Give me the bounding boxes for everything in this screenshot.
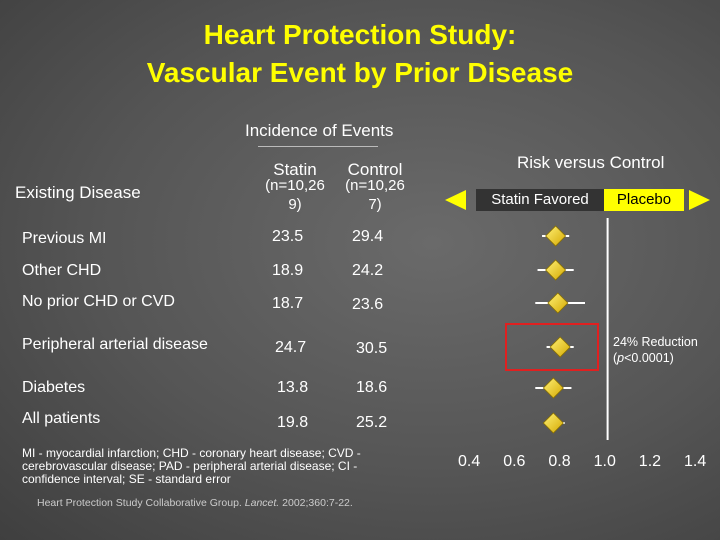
- ratio-marker-row-5: [542, 412, 564, 434]
- citation-pre: Heart Protection Study Collaborative Gro…: [37, 497, 245, 509]
- reduction-note: 24% Reduction (p<0.0001): [613, 334, 698, 366]
- citation-journal: Lancet.: [244, 497, 280, 509]
- reduction-paren: (: [613, 351, 618, 365]
- left-arrow-icon: [445, 190, 466, 210]
- citation-post: 2002;360:7-22.: [279, 497, 353, 509]
- x-tick-label: 0.8: [548, 453, 571, 470]
- statin-value-previous-mi: 23.5: [272, 228, 304, 245]
- statin-n: (n=10,26: [265, 177, 325, 194]
- incidence-underline: [258, 146, 378, 147]
- statin-favored-label: Statin Favored: [491, 191, 589, 208]
- existing-disease-header: Existing Disease: [15, 183, 141, 202]
- footnote: MI - myocardial infarction; CHD - corona…: [22, 446, 361, 486]
- control-header: Control: [347, 160, 403, 179]
- title-line-1: Heart Protection Study:: [203, 19, 517, 50]
- statin-value-pad: 24.7: [275, 339, 307, 356]
- x-tick-label: 1.4: [684, 453, 707, 470]
- statin-value-other-chd: 18.9: [272, 262, 304, 279]
- statin-header: Statin: [273, 160, 317, 179]
- x-tick-label: 0.4: [458, 453, 481, 470]
- row-label-previous-mi: Previous MI: [22, 230, 107, 247]
- reduction-p-italic: p: [617, 351, 625, 365]
- right-arrow-icon: [689, 190, 710, 210]
- citation: Heart Protection Study Collaborative Gro…: [37, 497, 353, 509]
- ratio-marker-row-0: [545, 225, 567, 247]
- ratio-marker-row-2: [547, 292, 569, 314]
- control-value-previous-mi: 29.4: [352, 228, 384, 245]
- control-n: (n=10,26: [345, 177, 405, 194]
- ratio-marker-row-4: [542, 377, 564, 399]
- statin-n-2: 9): [288, 196, 302, 213]
- reduction-line-2: (p<0.0001): [613, 350, 698, 366]
- incidence-header: Incidence of Events: [245, 121, 394, 140]
- row-label-all-patients: All patients: [22, 410, 101, 427]
- control-value-other-chd: 24.2: [352, 262, 384, 279]
- control-value-no-prior-chd: 23.6: [352, 296, 384, 313]
- placebo-box: Placebo: [604, 189, 684, 211]
- ratio-marker-row-3: [549, 336, 571, 358]
- pad-highlight-box: [505, 323, 599, 371]
- row-label-no-prior-chd: No prior CHD or CVD: [22, 293, 175, 310]
- ratio-marker-row-1: [545, 259, 567, 281]
- x-tick-label: 1.2: [638, 453, 662, 470]
- statin-value-all-patients: 19.8: [277, 414, 309, 431]
- statin-value-diabetes: 13.8: [277, 379, 309, 396]
- control-value-diabetes: 18.6: [356, 379, 388, 396]
- control-value-all-patients: 25.2: [356, 414, 388, 431]
- risk-header: Risk versus Control: [517, 153, 665, 172]
- title-line-2: Vascular Event by Prior Disease: [146, 57, 574, 88]
- row-label-other-chd: Other CHD: [22, 262, 102, 279]
- statin-value-no-prior-chd: 18.7: [272, 295, 304, 312]
- x-tick-label: 0.6: [503, 453, 526, 470]
- row-label-diabetes: Diabetes: [22, 379, 86, 396]
- reduction-p-rest: <0.0001): [624, 351, 674, 365]
- x-tick-label: 1.0: [593, 453, 616, 470]
- control-n-2: 7): [368, 196, 382, 213]
- control-value-pad: 30.5: [356, 340, 388, 357]
- placebo-label: Placebo: [616, 191, 672, 208]
- statin-favored-box: Statin Favored: [476, 189, 604, 211]
- reduction-line-1: 24% Reduction: [613, 335, 698, 349]
- row-label-pad: Peripheral arterial disease: [22, 336, 208, 353]
